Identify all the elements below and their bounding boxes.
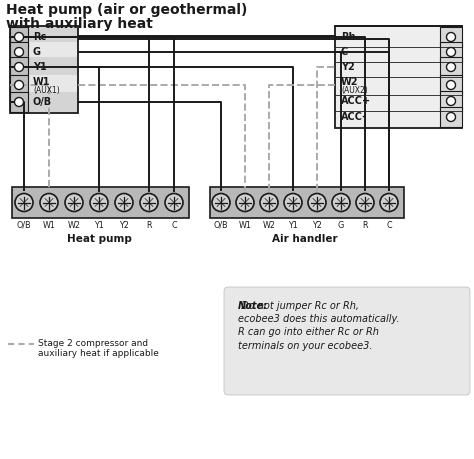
Bar bbox=[335, 27, 462, 47]
Circle shape bbox=[380, 194, 398, 212]
Text: auxiliary heat if applicable: auxiliary heat if applicable bbox=[38, 348, 159, 358]
Bar bbox=[10, 75, 28, 95]
Text: W1: W1 bbox=[43, 221, 55, 230]
Circle shape bbox=[40, 194, 58, 212]
Text: C: C bbox=[386, 221, 392, 230]
Text: Stage 2 compressor and: Stage 2 compressor and bbox=[38, 338, 148, 347]
Text: O/B: O/B bbox=[214, 221, 228, 230]
Bar bbox=[210, 187, 404, 218]
Circle shape bbox=[447, 33, 456, 41]
Text: ACC-: ACC- bbox=[341, 112, 367, 122]
Text: Rh: Rh bbox=[341, 32, 356, 42]
Text: Y2: Y2 bbox=[341, 62, 355, 72]
Text: Do not jumper Rc or Rh,
ecobee3 does this automatically.
R can go into either Rc: Do not jumper Rc or Rh, ecobee3 does thi… bbox=[238, 301, 400, 351]
Circle shape bbox=[447, 62, 456, 72]
Text: W2: W2 bbox=[341, 77, 358, 87]
Bar bbox=[440, 107, 462, 127]
Text: R: R bbox=[362, 221, 368, 230]
Text: Note:: Note: bbox=[238, 301, 268, 311]
Bar bbox=[335, 91, 462, 111]
Bar bbox=[440, 27, 462, 47]
Bar bbox=[10, 75, 78, 95]
Text: O/B: O/B bbox=[33, 97, 52, 107]
Text: W2: W2 bbox=[263, 221, 275, 230]
Text: Heat pump: Heat pump bbox=[66, 234, 131, 244]
Bar bbox=[440, 91, 462, 111]
Text: (AUX2): (AUX2) bbox=[341, 85, 368, 95]
Circle shape bbox=[260, 194, 278, 212]
Circle shape bbox=[140, 194, 158, 212]
Text: Y1: Y1 bbox=[33, 62, 47, 72]
Circle shape bbox=[15, 47, 24, 56]
Bar bbox=[10, 57, 78, 77]
Circle shape bbox=[15, 80, 24, 90]
Bar bbox=[335, 75, 462, 95]
Text: ACC+: ACC+ bbox=[341, 96, 371, 106]
Circle shape bbox=[15, 194, 33, 212]
Bar bbox=[10, 42, 28, 62]
Circle shape bbox=[447, 96, 456, 106]
Bar bbox=[440, 75, 462, 95]
Text: W2: W2 bbox=[67, 221, 81, 230]
Circle shape bbox=[284, 194, 302, 212]
Circle shape bbox=[115, 194, 133, 212]
Circle shape bbox=[308, 194, 326, 212]
Circle shape bbox=[236, 194, 254, 212]
Bar bbox=[335, 42, 462, 62]
Circle shape bbox=[447, 47, 456, 56]
Text: with auxiliary heat: with auxiliary heat bbox=[6, 17, 153, 31]
Text: Y1: Y1 bbox=[94, 221, 104, 230]
Bar bbox=[10, 57, 28, 77]
Circle shape bbox=[15, 62, 24, 72]
Bar bbox=[335, 26, 462, 128]
Bar bbox=[10, 26, 78, 113]
Text: Y2: Y2 bbox=[312, 221, 322, 230]
Bar bbox=[440, 42, 462, 62]
Text: W1: W1 bbox=[33, 77, 51, 87]
Text: Rc: Rc bbox=[33, 32, 46, 42]
Text: Y1: Y1 bbox=[288, 221, 298, 230]
Text: C: C bbox=[341, 47, 348, 57]
Bar bbox=[10, 92, 28, 112]
Circle shape bbox=[447, 112, 456, 122]
Circle shape bbox=[15, 33, 24, 41]
Bar bbox=[10, 92, 78, 112]
Bar bbox=[10, 42, 78, 62]
Text: Heat pump (air or geothermal): Heat pump (air or geothermal) bbox=[6, 3, 247, 17]
Text: R: R bbox=[146, 221, 152, 230]
Circle shape bbox=[447, 80, 456, 90]
Circle shape bbox=[332, 194, 350, 212]
Circle shape bbox=[15, 97, 24, 106]
Text: G: G bbox=[338, 221, 344, 230]
Circle shape bbox=[212, 194, 230, 212]
Circle shape bbox=[90, 194, 108, 212]
Text: C: C bbox=[171, 221, 177, 230]
Text: O/B: O/B bbox=[17, 221, 31, 230]
Circle shape bbox=[165, 194, 183, 212]
FancyBboxPatch shape bbox=[224, 287, 470, 395]
Bar bbox=[335, 57, 462, 77]
Bar bbox=[440, 57, 462, 77]
Text: G: G bbox=[33, 47, 41, 57]
Circle shape bbox=[65, 194, 83, 212]
Bar bbox=[10, 27, 78, 47]
Text: Y2: Y2 bbox=[119, 221, 129, 230]
Bar bbox=[12, 187, 189, 218]
Text: (AUX1): (AUX1) bbox=[33, 85, 60, 95]
Bar bbox=[10, 27, 28, 47]
Text: Air handler: Air handler bbox=[272, 234, 338, 244]
Text: W1: W1 bbox=[238, 221, 251, 230]
Circle shape bbox=[356, 194, 374, 212]
Bar bbox=[335, 107, 462, 127]
